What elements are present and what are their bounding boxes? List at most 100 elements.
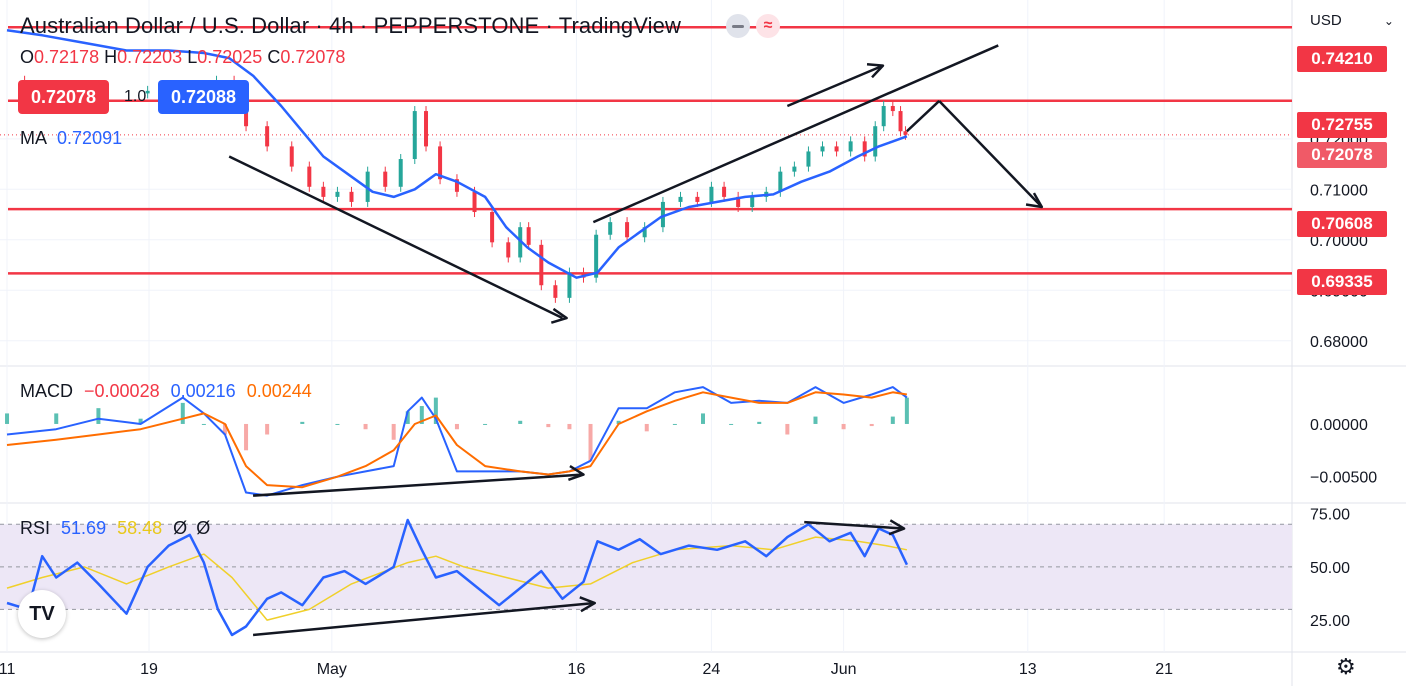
candle-body: [349, 191, 354, 202]
macd-histogram-bar: [567, 423, 572, 430]
candle-body: [335, 191, 340, 197]
candle-body: [820, 146, 825, 152]
candle-body: [695, 196, 700, 202]
candle-body: [750, 196, 755, 207]
x-tick-label: 16: [568, 661, 586, 678]
candle-body: [608, 222, 613, 235]
macd-histogram-bar: [363, 423, 368, 430]
x-tick-label: 19: [140, 661, 158, 678]
arrow-head: [567, 464, 585, 482]
candle-body: [265, 126, 270, 147]
x-tick-label: 11: [0, 661, 15, 678]
settings-gear-icon[interactable]: ⚙: [1336, 654, 1356, 679]
macd-line: [6, 386, 908, 497]
sell-button[interactable]: 0.72078: [18, 80, 110, 114]
trendline: [786, 64, 884, 108]
ohlc-values: O0.72178 H0.72203 L0.72025 C0.72078: [20, 47, 345, 68]
compare-icon[interactable]: ≈: [756, 14, 780, 38]
candle-body: [321, 186, 326, 197]
rsi-tick-label: 50.00: [1310, 560, 1350, 577]
buy-button[interactable]: 0.72088: [158, 80, 250, 114]
x-tick-label: Jun: [831, 661, 857, 678]
macd-histogram-bar: [335, 423, 340, 425]
macd-histogram-bar: [244, 423, 249, 451]
candle-body: [454, 179, 459, 192]
x-tick-label: May: [317, 661, 347, 678]
candle-body: [553, 285, 558, 298]
candle-body: [506, 242, 511, 258]
candle-body: [848, 141, 853, 152]
macd-histogram-bar: [869, 423, 874, 427]
rsi-ma-value: 58.48: [117, 518, 163, 538]
macd-tick-label: −0.00500: [1310, 470, 1377, 487]
ohlc-close: 0.72078: [280, 47, 346, 67]
ma-label: MA: [20, 128, 47, 148]
level-tag-1: 0.72755: [1297, 112, 1387, 138]
level-tag-3: 0.69335: [1297, 269, 1387, 295]
macd-histogram-bar: [180, 402, 185, 424]
macd-histogram-bar: [391, 423, 396, 440]
macd-histogram-bar: [54, 413, 59, 424]
chevron-down-icon: ⌄: [1383, 14, 1394, 28]
arrow-head: [866, 63, 885, 79]
macd-histogram-bar: [201, 423, 206, 425]
candle-body: [903, 131, 908, 135]
macd-signal-line: [6, 391, 908, 489]
ma-legend: MA 0.72091: [20, 128, 122, 149]
macd-histogram-bar: [729, 423, 734, 425]
currency-label: USD: [1310, 12, 1342, 29]
rsi-na-1: Ø: [173, 518, 188, 538]
candle-body: [778, 171, 783, 192]
trendline: [252, 601, 595, 637]
macd-histogram-bar: [483, 423, 488, 425]
macd-hist-value: −0.00028: [84, 381, 160, 401]
candle-body: [289, 146, 294, 167]
macd-histogram-bar: [265, 423, 270, 435]
candle-body: [806, 151, 811, 167]
candle-body: [881, 106, 886, 127]
candle-body: [539, 244, 544, 286]
macd-histogram-bar: [616, 420, 621, 424]
x-tick-label: 24: [703, 661, 721, 678]
macd-tick-label: 0.00000: [1310, 417, 1368, 434]
macd-line-value: 0.00216: [170, 381, 236, 401]
macd-histogram-bar: [518, 420, 523, 424]
ohlc-low-label: L: [187, 47, 198, 67]
candle-body: [145, 90, 150, 94]
macd-histogram-bar: [890, 416, 895, 424]
candle-body: [873, 126, 878, 157]
rsi-label: RSI: [20, 518, 51, 538]
macd-histogram-bar: [904, 397, 909, 424]
macd-histogram-bar: [644, 423, 649, 432]
ma-value: 0.72091: [57, 128, 123, 148]
macd-histogram-bar: [222, 423, 227, 435]
ma-line: [6, 29, 908, 279]
rsi-legend: RSI 51.69 58.48 Ø Ø: [20, 518, 210, 539]
macd-signal-value: 0.00244: [246, 381, 312, 401]
indicator-toggle-icon[interactable]: [726, 14, 750, 38]
ohlc-close-label: C: [267, 47, 281, 67]
trendline: [228, 155, 563, 320]
macd-histogram-bar: [785, 423, 790, 435]
currency-selector[interactable]: USD ⌄: [1310, 12, 1394, 29]
macd-histogram-bar: [300, 421, 305, 424]
candle-body: [625, 222, 630, 238]
macd-histogram-bar: [588, 423, 593, 461]
candle-body: [834, 146, 839, 152]
tradingview-logo[interactable]: TV: [18, 590, 66, 638]
ohlc-high-label: H: [104, 47, 118, 67]
macd-histogram-bar: [419, 406, 424, 424]
trendline: [804, 520, 905, 530]
rsi-line: [6, 518, 909, 637]
macd-histogram-bar: [405, 411, 410, 424]
macd-histogram-bar: [701, 413, 705, 424]
rsi-na-2: Ø: [196, 518, 211, 538]
candle-body: [722, 186, 727, 197]
price-tick-label: 0.68000: [1310, 334, 1368, 351]
rsi-tick-label: 25.00: [1310, 613, 1350, 630]
candle-body: [383, 171, 388, 187]
macd-histogram-bar: [5, 413, 10, 424]
trendline: [938, 100, 1043, 208]
